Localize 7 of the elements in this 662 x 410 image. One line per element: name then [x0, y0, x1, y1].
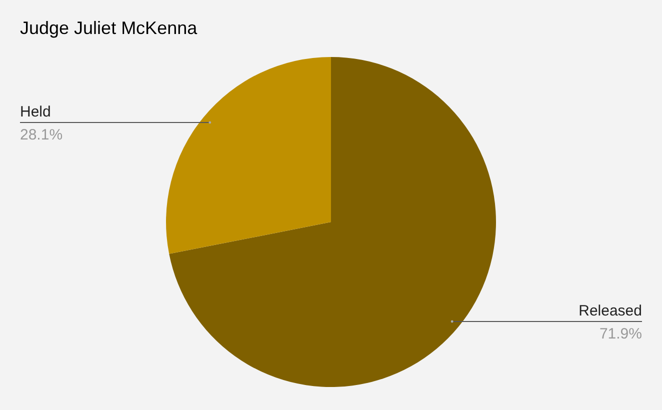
- pie-slice: [169, 57, 496, 387]
- chart-title: Judge Juliet McKenna: [20, 18, 198, 38]
- slice-label: Released: [578, 302, 642, 320]
- data-label: 71.9%: [599, 326, 642, 343]
- slice-label: Held: [20, 103, 51, 120]
- pie-slice: [166, 57, 331, 254]
- data-label: 28.1%: [20, 126, 63, 144]
